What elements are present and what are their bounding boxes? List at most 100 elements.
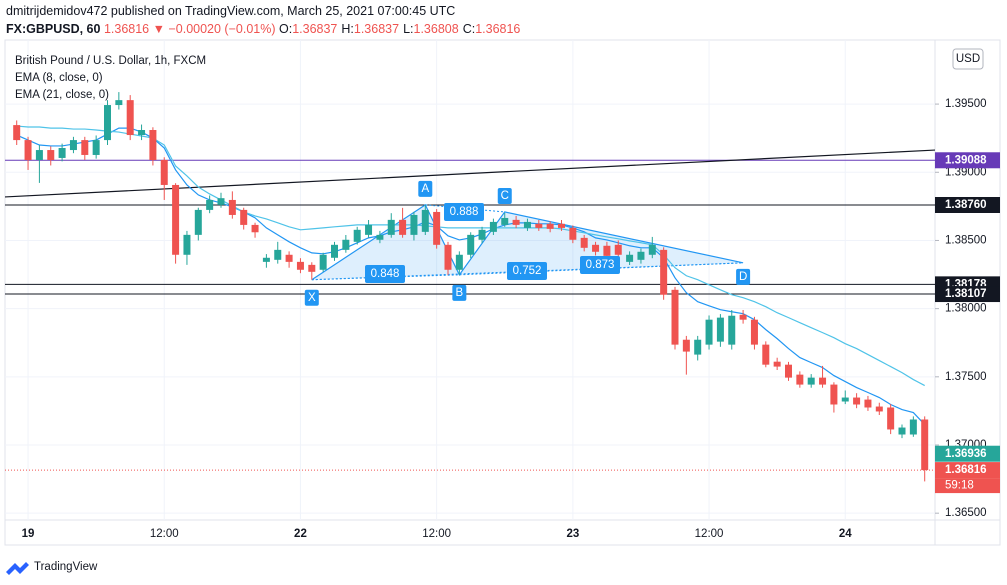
countdown-box: [935, 478, 1000, 494]
candle-body: [331, 244, 338, 258]
plot: [5, 92, 935, 482]
candle-body: [285, 254, 293, 262]
candle-body: [353, 229, 361, 242]
candle-body: [478, 229, 486, 240]
candle-body: [580, 237, 588, 248]
candle-body: [376, 234, 384, 240]
candle-body: [875, 406, 883, 412]
candle-body: [308, 264, 316, 272]
candle-body: [319, 254, 327, 270]
legend-entry: EMA (8, close, 0): [15, 72, 103, 84]
candle-body: [274, 249, 282, 260]
currency-button[interactable]: [952, 48, 984, 70]
candle-body: [421, 209, 429, 232]
x-tick-label: 12:00: [422, 528, 451, 540]
change: ▼ −0.00020 (−0.01%): [152, 22, 276, 36]
y-tick-label: 1.38000: [945, 303, 987, 315]
ratio-box: [444, 203, 484, 221]
price-tag: [935, 197, 1000, 213]
point-box: [736, 268, 751, 285]
price-tag-label: 1.39088: [945, 154, 987, 166]
ratio-box: [507, 262, 547, 280]
price-tag: [935, 445, 1000, 462]
ratio-box: [580, 256, 620, 274]
candle-body: [183, 234, 191, 255]
candle-body: [149, 130, 157, 160]
candle-body: [739, 314, 747, 320]
candle-body: [830, 384, 838, 405]
publish-line: dmitrijdemidov472 published on TradingVi…: [6, 4, 456, 18]
candle-body: [126, 100, 134, 136]
ratio-label: 0.888: [450, 206, 479, 218]
candle-body: [773, 361, 781, 367]
point-box: [497, 187, 512, 204]
candle-body: [898, 427, 906, 435]
candle-body: [921, 419, 929, 471]
price-tag-label: 1.38760: [945, 199, 987, 211]
x-tick-label: 12:00: [150, 528, 179, 540]
candle-body: [569, 227, 577, 240]
candle-body: [592, 244, 600, 252]
chart-title: British Pound / U.S. Dollar, 1h, FXCM: [15, 55, 206, 67]
candle-body: [614, 244, 622, 255]
point-label: B: [456, 287, 464, 299]
point-label: D: [739, 271, 747, 283]
point-label: X: [308, 292, 316, 304]
candle-body: [365, 224, 373, 235]
ema-line: [16, 125, 925, 387]
candle-body: [648, 244, 656, 255]
candle-body: [251, 224, 259, 233]
candle-body: [138, 130, 146, 136]
candle-body: [240, 209, 248, 225]
candle-body: [807, 377, 815, 385]
candle-body: [13, 125, 21, 141]
candle-body: [671, 289, 679, 345]
candle-body: [262, 257, 270, 262]
candle-body: [387, 219, 395, 235]
ratio-label: 0.873: [586, 259, 615, 271]
x-tick-label: 24: [839, 528, 852, 540]
point-box: [418, 180, 433, 197]
candle-body: [637, 251, 645, 260]
candle-body: [694, 339, 702, 355]
ratio-label: 0.848: [371, 268, 400, 280]
currency[interactable]: USD: [956, 53, 980, 65]
price-tag: [935, 286, 1000, 303]
price-tag-label: 1.36816: [945, 464, 987, 476]
candle-body: [501, 217, 509, 225]
candle-body: [342, 239, 350, 250]
candle-body: [785, 364, 792, 378]
pattern-ratio-line: [425, 204, 505, 213]
candle-body: [104, 105, 111, 141]
ohlc-label: C:: [462, 22, 476, 36]
candle-body: [546, 223, 554, 229]
brand: TradingView: [34, 561, 98, 573]
price-tag-label: 1.36936: [945, 448, 987, 460]
candle-body: [682, 339, 690, 352]
candle-body: [558, 223, 565, 228]
ratio-box: [365, 265, 405, 283]
point-label: C: [501, 190, 509, 202]
candle-body: [853, 397, 861, 405]
candle-body: [523, 221, 531, 228]
tradingview-logo: [6, 562, 29, 575]
last-price: 1.36816: [103, 22, 150, 36]
point-label: A: [421, 183, 429, 195]
candle-body: [887, 407, 895, 430]
candle-body: [228, 199, 236, 215]
candle-body: [81, 140, 89, 155]
candle-body: [762, 344, 770, 365]
candle-body: [160, 160, 168, 185]
candle-body: [24, 140, 32, 160]
candle-body: [399, 219, 407, 235]
x-tick-label: 23: [566, 528, 579, 540]
candle-body: [467, 234, 475, 255]
ohlc-value: 1.36837: [353, 22, 400, 36]
candle-body: [47, 150, 55, 160]
candle-body: [172, 184, 180, 255]
candle-body: [217, 198, 225, 205]
candle-body: [841, 397, 849, 402]
candle-body: [194, 209, 202, 235]
